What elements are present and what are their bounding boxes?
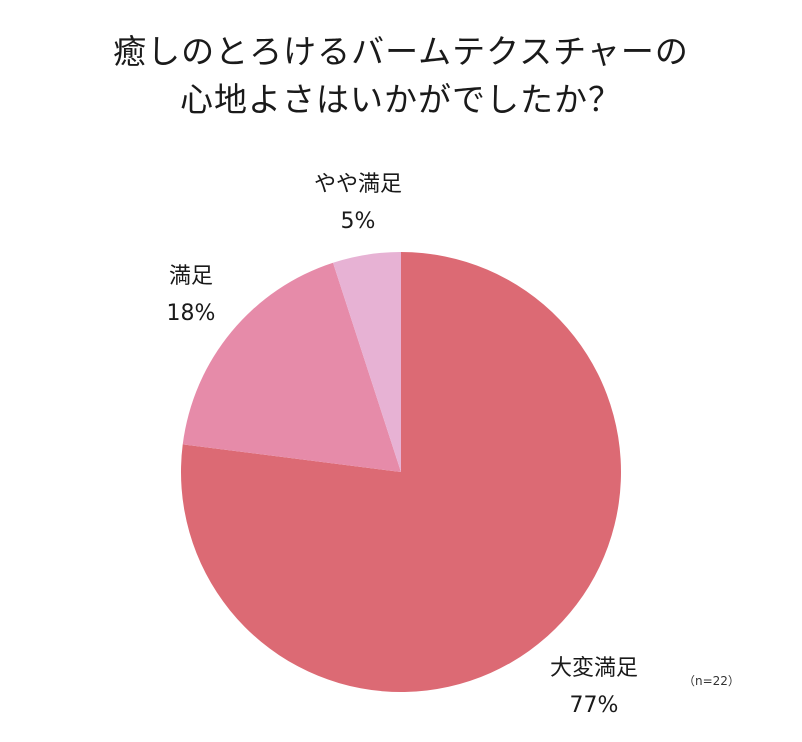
chart-title-line-1: 癒しのとろけるバームテクスチャーの (113, 32, 689, 71)
slice-label-2: やや満足 (314, 172, 402, 197)
pie-slice-1 (182, 262, 401, 472)
chart-title-line-2: 心地よさはいかがでしたか？ (180, 80, 622, 119)
slice-label-0: 大変満足 (550, 656, 638, 681)
slice-value-1: 18% (167, 301, 216, 326)
slice-value-0: 77% (570, 693, 619, 718)
slice-label-1: 満足 (169, 264, 213, 289)
pie-slices (180, 252, 621, 692)
pie-slice-0 (180, 252, 621, 692)
chart-title: 癒しのとろけるバームテクスチャーの 心地よさはいかがでしたか？ (0, 28, 802, 124)
slice-value-2: 5% (341, 209, 376, 234)
pie-labels: 大変満足 77% 満足 18% やや満足 5% (167, 172, 638, 718)
sample-size-note: （n=22） (683, 674, 740, 688)
pie-slice-2 (333, 252, 401, 472)
